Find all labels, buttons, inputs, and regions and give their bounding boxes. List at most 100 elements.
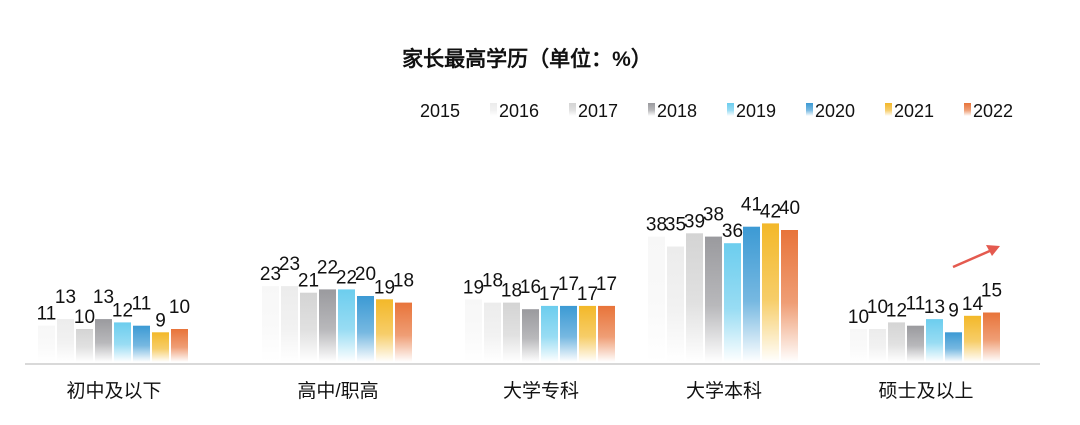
data-label: 17: [577, 284, 598, 305]
bar: [114, 322, 131, 362]
data-label: 39: [684, 211, 705, 232]
bar: [743, 226, 760, 362]
data-label: 13: [924, 297, 945, 318]
bar: [57, 319, 74, 362]
data-label: 17: [539, 284, 560, 305]
bar: [667, 246, 684, 362]
legend-swatch: [648, 103, 655, 116]
data-label: 20: [355, 264, 376, 285]
bar: [945, 332, 962, 362]
data-label: 41: [741, 195, 762, 216]
data-label: 42: [760, 201, 781, 222]
bar: [964, 315, 981, 362]
data-label: 35: [665, 215, 686, 236]
bar: [281, 286, 298, 362]
bar: [522, 309, 539, 362]
bar: [762, 223, 779, 362]
data-label: 36: [722, 221, 743, 242]
data-label: 40: [779, 198, 800, 219]
data-label: 19: [374, 277, 395, 298]
data-label: 11: [37, 304, 57, 325]
data-label: 16: [520, 277, 541, 298]
data-label: 10: [867, 297, 888, 318]
bar: [869, 329, 886, 362]
bar: [465, 299, 482, 362]
chart-title: 家长最高学历（单位：%）: [402, 47, 652, 71]
legend-swatch: [885, 103, 892, 116]
bar: [724, 243, 741, 362]
data-label: 38: [646, 215, 667, 236]
data-label: 38: [703, 205, 724, 226]
bar: [484, 302, 501, 362]
bar: [560, 305, 577, 362]
legend-swatch: [806, 103, 813, 116]
bar: [171, 329, 188, 362]
legend: 2015 2016 2017 2018 2019 2020 2021 2022: [420, 101, 1013, 121]
data-label: 10: [848, 307, 869, 328]
bar: [76, 329, 93, 362]
x-tick-label: 大学本科: [686, 380, 762, 402]
bar: [686, 233, 703, 362]
bar: [888, 322, 905, 362]
x-axis-labels: 初中及以下 高中/职高 大学专科 大学本科 硕士及以上: [66, 380, 973, 402]
data-label: 17: [558, 274, 579, 295]
data-label: 15: [981, 281, 1002, 302]
bar: [907, 325, 924, 362]
data-label: 13: [55, 287, 76, 308]
bar: [926, 319, 943, 362]
data-label: 9: [948, 300, 959, 321]
data-label: 23: [279, 254, 300, 275]
legend-label: 2021: [894, 101, 934, 121]
legend-label: 2017: [578, 101, 618, 121]
bar: [95, 319, 112, 362]
data-label: 22: [336, 267, 357, 288]
bar: [133, 325, 150, 362]
data-label: 11: [132, 294, 152, 315]
legend-swatch: [964, 103, 971, 116]
data-label: 12: [112, 300, 133, 321]
bar: [541, 305, 558, 362]
x-tick-label: 初中及以下: [66, 380, 161, 402]
data-label: 10: [169, 297, 190, 318]
bar: [598, 305, 615, 362]
trend-up-arrow-icon: [952, 245, 1000, 269]
data-label: 19: [463, 277, 484, 298]
data-label: 18: [501, 281, 522, 302]
bar: [705, 236, 722, 362]
legend-label: 2015: [420, 101, 460, 121]
data-label: 23: [260, 264, 281, 285]
bar: [319, 289, 336, 362]
data-label: 22: [317, 257, 338, 278]
x-tick-label: 高中/职高: [297, 380, 378, 402]
bar: [376, 299, 393, 362]
bar: [579, 305, 596, 362]
bar: [648, 236, 665, 362]
bar: [357, 296, 374, 362]
legend-label: 2020: [815, 101, 855, 121]
data-label: 12: [886, 300, 907, 321]
bar: [262, 286, 279, 362]
bar: [395, 302, 412, 362]
legend-label: 2018: [657, 101, 697, 121]
legend-swatch: [569, 103, 576, 116]
legend-swatch: [727, 103, 734, 116]
data-label: 21: [298, 271, 319, 292]
bar: [38, 325, 55, 362]
data-label: 9: [155, 310, 166, 331]
data-label: 18: [482, 271, 503, 292]
legend-label: 2022: [973, 101, 1013, 121]
data-label: 14: [962, 294, 984, 315]
legend-swatch: [490, 103, 497, 116]
data-label: 13: [93, 287, 114, 308]
data-label: 18: [393, 271, 414, 292]
legend-label: 2019: [736, 101, 776, 121]
x-tick-label: 大学专科: [503, 380, 579, 402]
data-label: 11: [906, 294, 926, 315]
